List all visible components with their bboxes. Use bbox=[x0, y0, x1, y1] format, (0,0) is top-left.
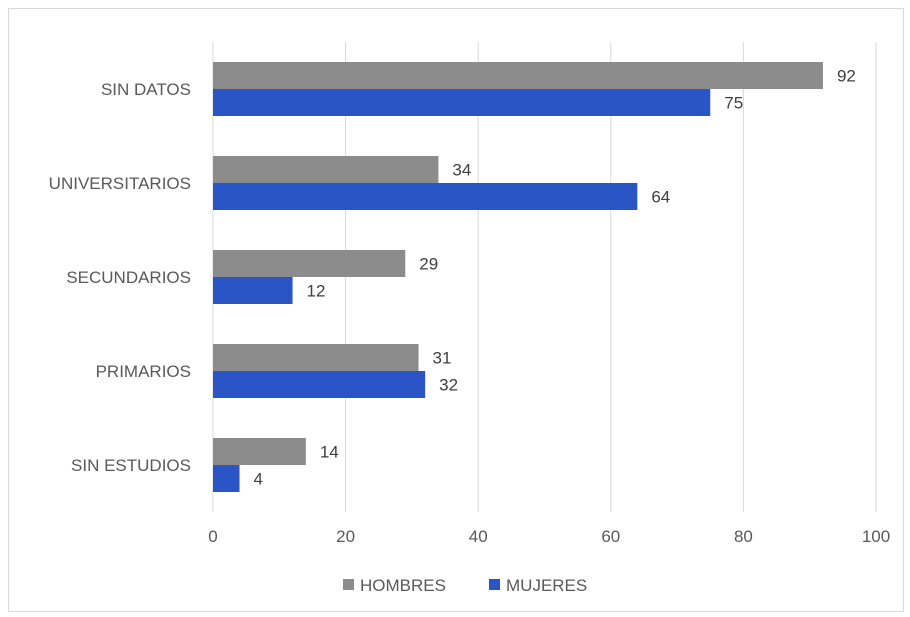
bar-mujeres bbox=[213, 465, 240, 492]
x-tick-label: 80 bbox=[734, 527, 753, 546]
category-label: SIN ESTUDIOS bbox=[71, 456, 191, 475]
data-label: 75 bbox=[724, 94, 743, 113]
data-label: 64 bbox=[651, 188, 670, 207]
data-label: 32 bbox=[439, 376, 458, 395]
category-label: PRIMARIOS bbox=[96, 362, 191, 381]
category-label: SECUNDARIOS bbox=[66, 268, 191, 287]
bar-mujeres bbox=[213, 371, 426, 398]
category-labels: SIN DATOS UNIVERSITARIOS SECUNDARIOS PRIMAR… bbox=[49, 80, 191, 475]
legend: HOMBRES MUJERES bbox=[343, 576, 587, 595]
category-label: UNIVERSITARIOS bbox=[49, 174, 191, 193]
data-label: 14 bbox=[320, 443, 339, 462]
bar-hombres bbox=[213, 156, 439, 183]
bar-hombres bbox=[213, 250, 406, 277]
bar-mujeres bbox=[213, 183, 638, 210]
legend-label: MUJERES bbox=[506, 576, 587, 595]
bar-mujeres bbox=[213, 89, 711, 116]
bar-mujeres bbox=[213, 277, 293, 304]
bar-hombres bbox=[213, 62, 823, 89]
x-tick-label: 0 bbox=[208, 527, 217, 546]
x-tick-label: 60 bbox=[601, 527, 620, 546]
legend-label: HOMBRES bbox=[360, 576, 446, 595]
bar-hombres bbox=[213, 438, 306, 465]
x-tick-label: 20 bbox=[336, 527, 355, 546]
legend-swatch bbox=[489, 579, 500, 590]
gridlines bbox=[212, 42, 877, 512]
x-tick-label: 100 bbox=[862, 527, 890, 546]
x-axis-tick-labels: 0 20 40 60 80 100 bbox=[208, 527, 890, 546]
category-label: SIN DATOS bbox=[101, 80, 191, 99]
data-label: 29 bbox=[419, 255, 438, 274]
bar-hombres bbox=[213, 344, 419, 371]
legend-swatch bbox=[343, 579, 354, 590]
data-label: 4 bbox=[254, 470, 263, 489]
data-label: 92 bbox=[837, 67, 856, 86]
x-tick-label: 40 bbox=[469, 527, 488, 546]
data-label: 34 bbox=[452, 161, 471, 180]
bars: 92 75 34 64 29 12 31 32 14 4 bbox=[213, 62, 856, 492]
data-label: 31 bbox=[433, 349, 452, 368]
data-label: 12 bbox=[307, 282, 326, 301]
